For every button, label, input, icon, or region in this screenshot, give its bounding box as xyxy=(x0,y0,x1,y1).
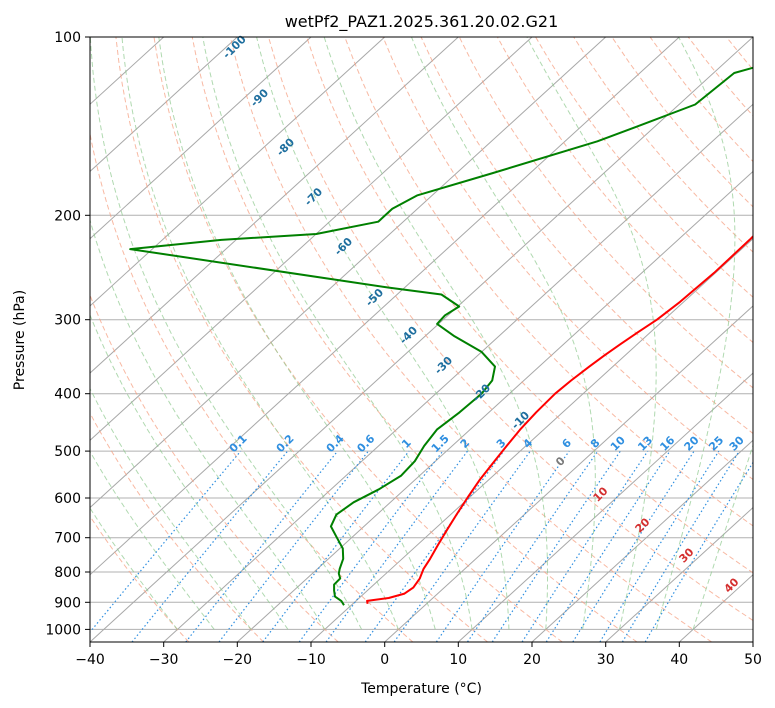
dewpoint-profile-line xyxy=(129,66,753,606)
y-tick-label: 500 xyxy=(54,444,81,460)
isotherm-line xyxy=(384,305,753,642)
dry-adiabat-line xyxy=(496,37,753,344)
isotherm-line xyxy=(605,506,753,642)
mixing-ratio-line xyxy=(621,450,740,642)
mixing-ratio-line xyxy=(545,450,671,642)
dry-adiabat-line xyxy=(115,37,488,642)
x-tick-label: 30 xyxy=(597,652,615,668)
moist-adiabat-line xyxy=(526,37,657,630)
mixing-ratio-line xyxy=(185,450,339,642)
moist-adiabat-line xyxy=(256,37,510,630)
y-tick-label: 800 xyxy=(54,565,81,581)
dry-adiabat-line xyxy=(420,37,753,435)
dry-adiabat-line xyxy=(268,37,753,622)
plot-frame xyxy=(89,36,754,643)
x-tick-label: −40 xyxy=(75,652,105,668)
chart-title: wetPf2_PAZ1.2025.361.20.02.G21 xyxy=(285,12,559,32)
dry-adiabat-line xyxy=(90,131,414,642)
mixing-ratio-line xyxy=(325,450,468,642)
isotherm-line xyxy=(90,37,238,173)
x-tick-label: −20 xyxy=(223,652,253,668)
y-tick-label: 400 xyxy=(54,387,81,403)
isotherm-line xyxy=(90,37,459,374)
mixing-ratio-line xyxy=(521,450,649,642)
dry-adiabat-line xyxy=(90,412,264,642)
isotherm-line xyxy=(90,37,680,576)
y-axis-label: Pressure (hPa) xyxy=(12,290,28,390)
isotherm-line xyxy=(90,37,607,509)
x-tick-label: 50 xyxy=(744,652,762,668)
mixing-ratio-line xyxy=(572,450,695,642)
x-tick-label: 10 xyxy=(449,652,467,668)
mixing-ratio-line xyxy=(466,450,599,642)
x-axis-label: Temperature (°C) xyxy=(360,681,482,697)
x-tick-label: −30 xyxy=(149,652,179,668)
moist-adiabat-line xyxy=(121,37,399,630)
dry-adiabat-line xyxy=(306,37,753,574)
moist-adiabat-line xyxy=(90,313,289,630)
x-tick-label: 40 xyxy=(670,652,688,668)
x-tick-label: −10 xyxy=(296,652,326,668)
mixing-ratio-line xyxy=(435,450,570,642)
mixing-ratio-line xyxy=(298,450,444,642)
isotherm-line xyxy=(90,37,386,307)
dry-adiabat-line xyxy=(344,37,753,527)
mixing-ratio-line xyxy=(90,450,242,633)
x-tick-label: 0 xyxy=(380,652,389,668)
isotherm-line xyxy=(236,170,753,642)
dry-adiabat-line xyxy=(153,37,563,642)
x-tick-label: 20 xyxy=(523,652,541,668)
moist-adiabat-line xyxy=(411,37,596,630)
isotherm-line xyxy=(163,103,753,642)
y-tick-label: 700 xyxy=(54,531,81,547)
moist-adiabat-line xyxy=(158,37,436,630)
moist-adiabat-line xyxy=(692,443,753,630)
y-tick-label: 900 xyxy=(54,595,81,611)
moist-adiabat-line xyxy=(90,450,215,630)
isotherm-line xyxy=(90,37,312,240)
moist-adiabat-line xyxy=(655,37,736,630)
dry-adiabat-line xyxy=(535,37,753,298)
isotherm-line xyxy=(457,372,753,642)
y-tick-label: 300 xyxy=(54,313,81,329)
moist-adiabat-line xyxy=(90,507,178,630)
y-tick-label: 200 xyxy=(54,208,81,224)
y-tick-label: 100 xyxy=(54,30,81,46)
moist-adiabat-line xyxy=(90,218,326,630)
mixing-ratio-line xyxy=(491,450,621,642)
dry-adiabat-line xyxy=(229,37,712,642)
mixing-ratio-line xyxy=(131,450,289,642)
moist-adiabat-line xyxy=(90,387,252,630)
mixing-ratio-line xyxy=(262,450,410,642)
mixing-ratio-line xyxy=(364,450,505,642)
moist-adiabat-line xyxy=(323,37,548,630)
dry-adiabat-line xyxy=(382,37,753,481)
isotherm-line xyxy=(90,37,533,442)
y-tick-label: 600 xyxy=(54,491,81,507)
moist-adiabat-line xyxy=(90,37,363,630)
mixing-ratio-line xyxy=(393,450,531,642)
y-tick-label: 1000 xyxy=(45,622,81,638)
isotherm-line xyxy=(531,439,753,642)
dry-adiabat-line xyxy=(191,37,638,642)
isotherm-line xyxy=(90,37,753,642)
temperature-profile-line xyxy=(366,234,753,604)
